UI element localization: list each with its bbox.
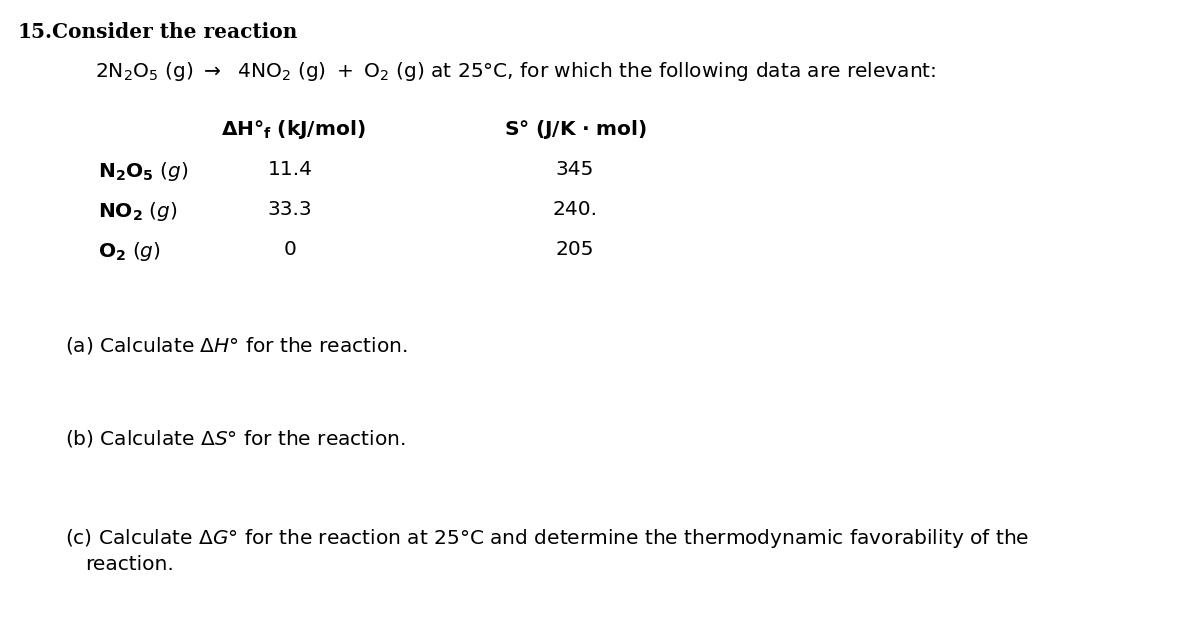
Text: $\mathbf{S°\ (J/K\ {\cdot}\ mol)}$: $\mathbf{S°\ (J/K\ {\cdot}\ mol)}$ [504, 118, 647, 141]
Text: $\mathbf{NO_2}$ $\mathit{(g)}$: $\mathbf{NO_2}$ $\mathit{(g)}$ [98, 200, 178, 223]
Text: 11.4: 11.4 [268, 160, 312, 179]
Text: Consider the reaction: Consider the reaction [52, 22, 298, 42]
Text: $\mathbf{O_2}$ $\mathit{(g)}$: $\mathbf{O_2}$ $\mathit{(g)}$ [98, 240, 161, 263]
Text: (a) Calculate $\Delta H°$ for the reaction.: (a) Calculate $\Delta H°$ for the reacti… [65, 335, 408, 356]
Text: $\mathbf{\Delta H°_f\ (kJ/mol)}$: $\mathbf{\Delta H°_f\ (kJ/mol)}$ [221, 118, 365, 141]
Text: (c) Calculate $\Delta G°$ for the reaction at 25°C and determine the thermodynam: (c) Calculate $\Delta G°$ for the reacti… [65, 527, 1030, 550]
Text: 240.: 240. [552, 200, 598, 219]
Text: 0: 0 [283, 240, 296, 259]
Text: 345: 345 [556, 160, 594, 179]
Text: 33.3: 33.3 [268, 200, 312, 219]
Text: (b) Calculate $\Delta S°$ for the reaction.: (b) Calculate $\Delta S°$ for the reacti… [65, 428, 406, 449]
Text: reaction.: reaction. [85, 555, 174, 574]
Text: $\mathsf{2N_2O_5}$$\mathsf{\ (g)\ \rightarrow\ \ 4NO_2\ (g)\ +\ O_2\ (g)}$ at 25: $\mathsf{2N_2O_5}$$\mathsf{\ (g)\ \right… [95, 60, 936, 83]
Text: 205: 205 [556, 240, 594, 259]
Text: 15.: 15. [18, 22, 53, 42]
Text: $\mathbf{N_2O_5}$ $\mathit{(g)}$: $\mathbf{N_2O_5}$ $\mathit{(g)}$ [98, 160, 188, 183]
